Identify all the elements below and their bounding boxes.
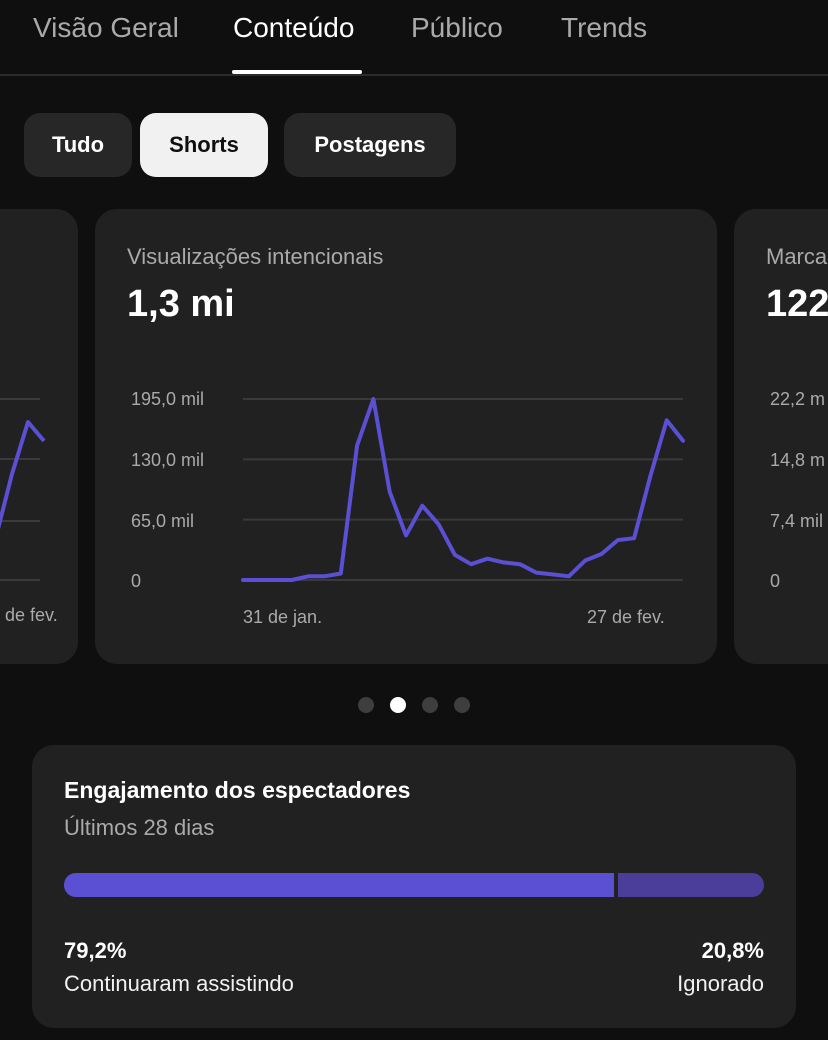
previous-chart: [0, 398, 46, 581]
tab-content[interactable]: Conteúdo: [233, 12, 355, 43]
card-title: Visualizações intencionais: [127, 244, 384, 269]
pager-dot-active[interactable]: [390, 697, 406, 713]
metric-card-next[interactable]: Marca 122 22,2 m 14,8 m 7,4 mil 0: [734, 209, 828, 664]
metric-card-intentional-views[interactable]: Visualizações intencionais 1,3 mi 195,0 …: [95, 209, 717, 664]
tab-overview[interactable]: Visão Geral: [33, 12, 179, 43]
top-tabs: Visão Geral Conteúdo Público Trends: [0, 0, 828, 76]
y-tick-label: 22,2 m: [770, 389, 826, 409]
y-tick-label: 7,4 mil: [770, 511, 824, 531]
ignored-label: Ignorado: [677, 971, 764, 996]
continued-percent: 79,2%: [64, 938, 127, 963]
engagement-bar: [64, 873, 764, 897]
y-tick-label: 0: [131, 571, 142, 591]
y-tick-label: 65,0 mil: [131, 511, 195, 531]
series-line: [241, 397, 685, 582]
card-title: Marca: [766, 244, 828, 269]
continued-label: Continuaram assistindo: [64, 971, 294, 996]
chip-all[interactable]: Tudo: [24, 113, 132, 177]
x-tick-label-end: 27 de fev.: [587, 607, 665, 627]
tab-trends[interactable]: Trends: [561, 12, 648, 43]
x-axis-label-end: 27 de fev.: [0, 605, 58, 625]
y-tick-label: 130,0 mil: [131, 450, 205, 470]
ignored-percent: 20,8%: [701, 938, 764, 963]
active-tab-indicator: [232, 70, 362, 74]
chip-shorts[interactable]: Shorts: [140, 113, 268, 177]
tab-audience[interactable]: Público: [411, 12, 503, 43]
engagement-bar-continued: [64, 873, 619, 897]
pager-dot[interactable]: [422, 697, 438, 713]
card-value: 122: [766, 283, 828, 325]
chip-posts[interactable]: Postagens: [284, 113, 456, 177]
viewer-engagement-card[interactable]: Engajamento dos espectadores Últimos 28 …: [32, 745, 796, 1028]
line-chart: [241, 397, 685, 582]
engagement-title: Engajamento dos espectadores: [64, 777, 411, 803]
pager-dot[interactable]: [454, 697, 470, 713]
pager-dot[interactable]: [358, 697, 374, 713]
x-tick-label-start: 31 de jan.: [243, 607, 323, 627]
y-tick-label: 195,0 mil: [131, 389, 205, 409]
engagement-period: Últimos 28 dias: [64, 815, 215, 840]
card-value: 1,3 mi: [127, 283, 235, 325]
y-tick-label: 0: [770, 571, 781, 591]
y-tick-label: 14,8 m: [770, 450, 826, 470]
previous-series-line: [0, 420, 46, 530]
metric-card-previous[interactable]: 27 de fev.: [0, 209, 78, 664]
